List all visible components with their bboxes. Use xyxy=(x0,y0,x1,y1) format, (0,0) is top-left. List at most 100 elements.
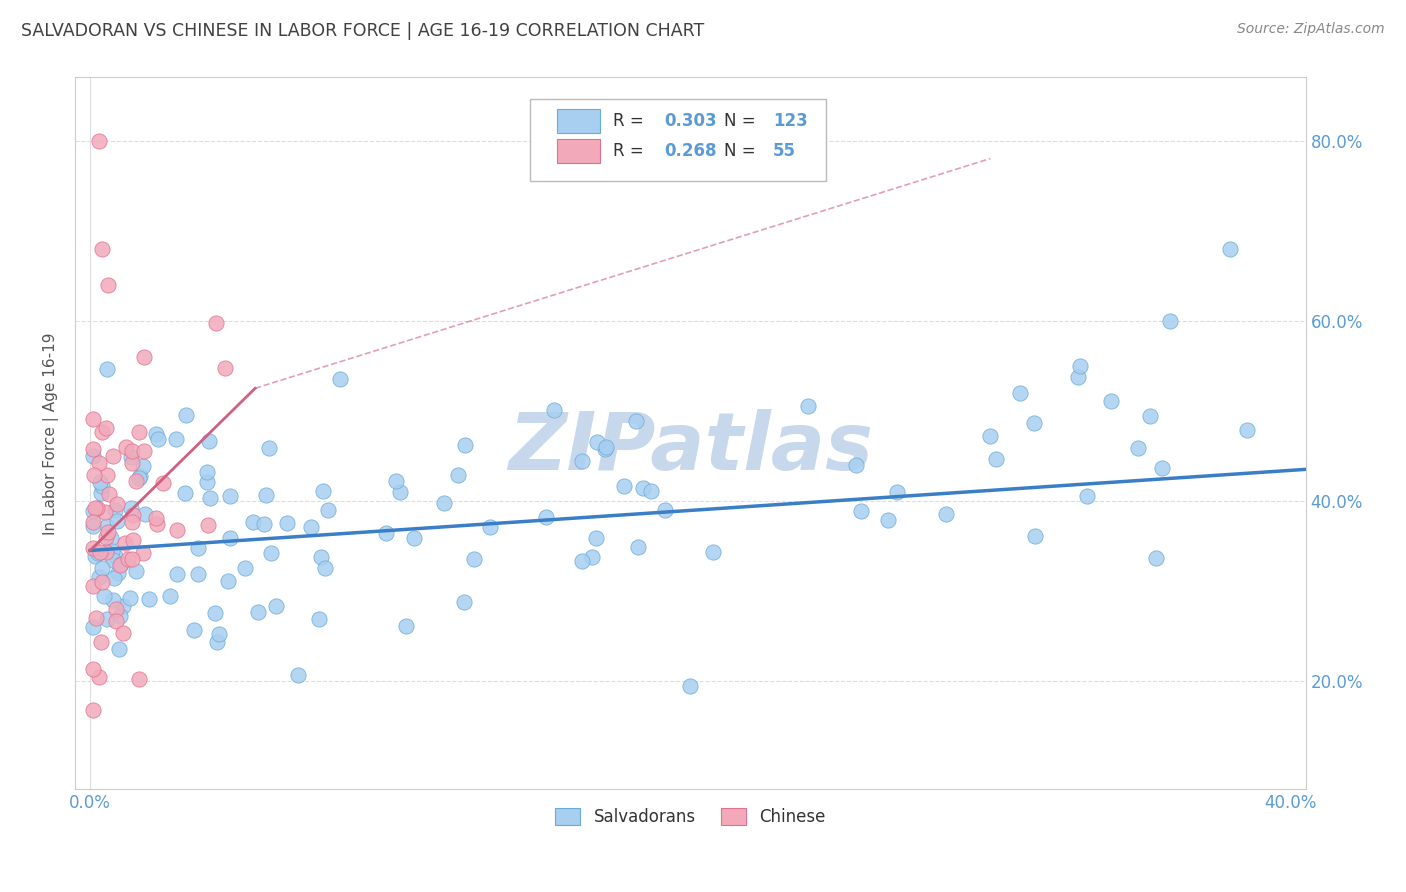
Point xyxy=(166,523,188,537)
Text: N =: N = xyxy=(724,142,761,160)
Point xyxy=(84,610,107,624)
Point xyxy=(1236,423,1258,437)
Point xyxy=(1150,461,1173,475)
Point xyxy=(260,546,283,560)
Text: 55: 55 xyxy=(773,142,796,160)
Point xyxy=(97,525,120,540)
Point xyxy=(111,626,134,640)
Text: N =: N = xyxy=(724,112,761,130)
Point xyxy=(886,485,908,500)
Point xyxy=(986,452,1008,467)
Point xyxy=(129,468,152,483)
Point xyxy=(183,623,205,637)
Point xyxy=(454,438,477,452)
Point xyxy=(96,612,118,626)
Point xyxy=(312,484,335,499)
Point xyxy=(208,627,231,641)
Point xyxy=(145,510,167,524)
Point xyxy=(1067,370,1090,384)
Point xyxy=(87,546,110,560)
Point xyxy=(91,574,114,589)
Point xyxy=(166,567,188,582)
Point xyxy=(117,552,139,566)
Point xyxy=(94,505,117,519)
Point xyxy=(219,489,242,503)
Point xyxy=(96,468,118,483)
Point xyxy=(96,519,118,533)
Text: R =: R = xyxy=(613,142,648,160)
Point xyxy=(82,662,104,676)
Point xyxy=(252,516,274,531)
Point xyxy=(101,593,124,607)
Point xyxy=(205,316,228,330)
Point xyxy=(121,515,143,529)
Point xyxy=(388,484,411,499)
Point xyxy=(128,425,150,440)
Point xyxy=(90,561,112,575)
Point xyxy=(87,671,110,685)
Point xyxy=(640,483,662,498)
Point xyxy=(105,602,128,616)
Point xyxy=(94,530,117,544)
Point xyxy=(122,533,145,548)
Point xyxy=(242,515,264,529)
Point xyxy=(94,545,117,559)
Point xyxy=(214,360,236,375)
Point xyxy=(120,450,142,465)
Point xyxy=(96,362,118,376)
Point xyxy=(447,467,470,482)
Point xyxy=(104,614,127,628)
Point xyxy=(107,641,129,656)
Point xyxy=(134,444,156,458)
Point xyxy=(122,508,145,522)
Point xyxy=(89,475,111,490)
Point xyxy=(103,572,125,586)
Point xyxy=(134,507,156,521)
Point xyxy=(91,425,114,439)
Point xyxy=(82,412,104,426)
Point xyxy=(114,536,136,550)
Point xyxy=(159,589,181,603)
Point xyxy=(145,427,167,442)
Point xyxy=(1076,489,1098,503)
Point xyxy=(1219,242,1241,256)
Point xyxy=(86,500,108,515)
Point xyxy=(128,672,150,686)
Point xyxy=(702,545,724,559)
Point xyxy=(89,456,111,470)
Point xyxy=(94,421,117,435)
Point xyxy=(586,434,609,449)
Point xyxy=(105,497,128,511)
Point xyxy=(112,599,135,614)
Point xyxy=(1139,409,1161,423)
Bar xyxy=(557,110,600,133)
Point xyxy=(593,442,616,456)
Point xyxy=(82,449,104,463)
Legend: Salvadorans, Chinese: Salvadorans, Chinese xyxy=(547,799,834,834)
Point xyxy=(87,569,110,583)
Point xyxy=(138,592,160,607)
Point xyxy=(107,566,129,580)
Point xyxy=(627,541,650,555)
Point xyxy=(125,474,148,488)
Point xyxy=(581,549,603,564)
Point xyxy=(308,612,330,626)
Bar xyxy=(557,139,600,163)
Point xyxy=(797,400,820,414)
Y-axis label: In Labor Force | Age 16-19: In Labor Force | Age 16-19 xyxy=(44,332,59,534)
Point xyxy=(90,635,112,649)
Point xyxy=(595,440,617,454)
Point xyxy=(585,531,607,545)
Point xyxy=(205,635,228,649)
Point xyxy=(120,500,142,515)
Point xyxy=(82,504,104,518)
Point xyxy=(146,516,169,531)
Point xyxy=(110,558,132,572)
Point xyxy=(132,350,155,364)
Point xyxy=(395,618,418,632)
Point xyxy=(97,487,120,501)
Point xyxy=(152,476,174,491)
Text: 123: 123 xyxy=(773,112,807,130)
Point xyxy=(121,444,143,458)
Point xyxy=(103,553,125,567)
